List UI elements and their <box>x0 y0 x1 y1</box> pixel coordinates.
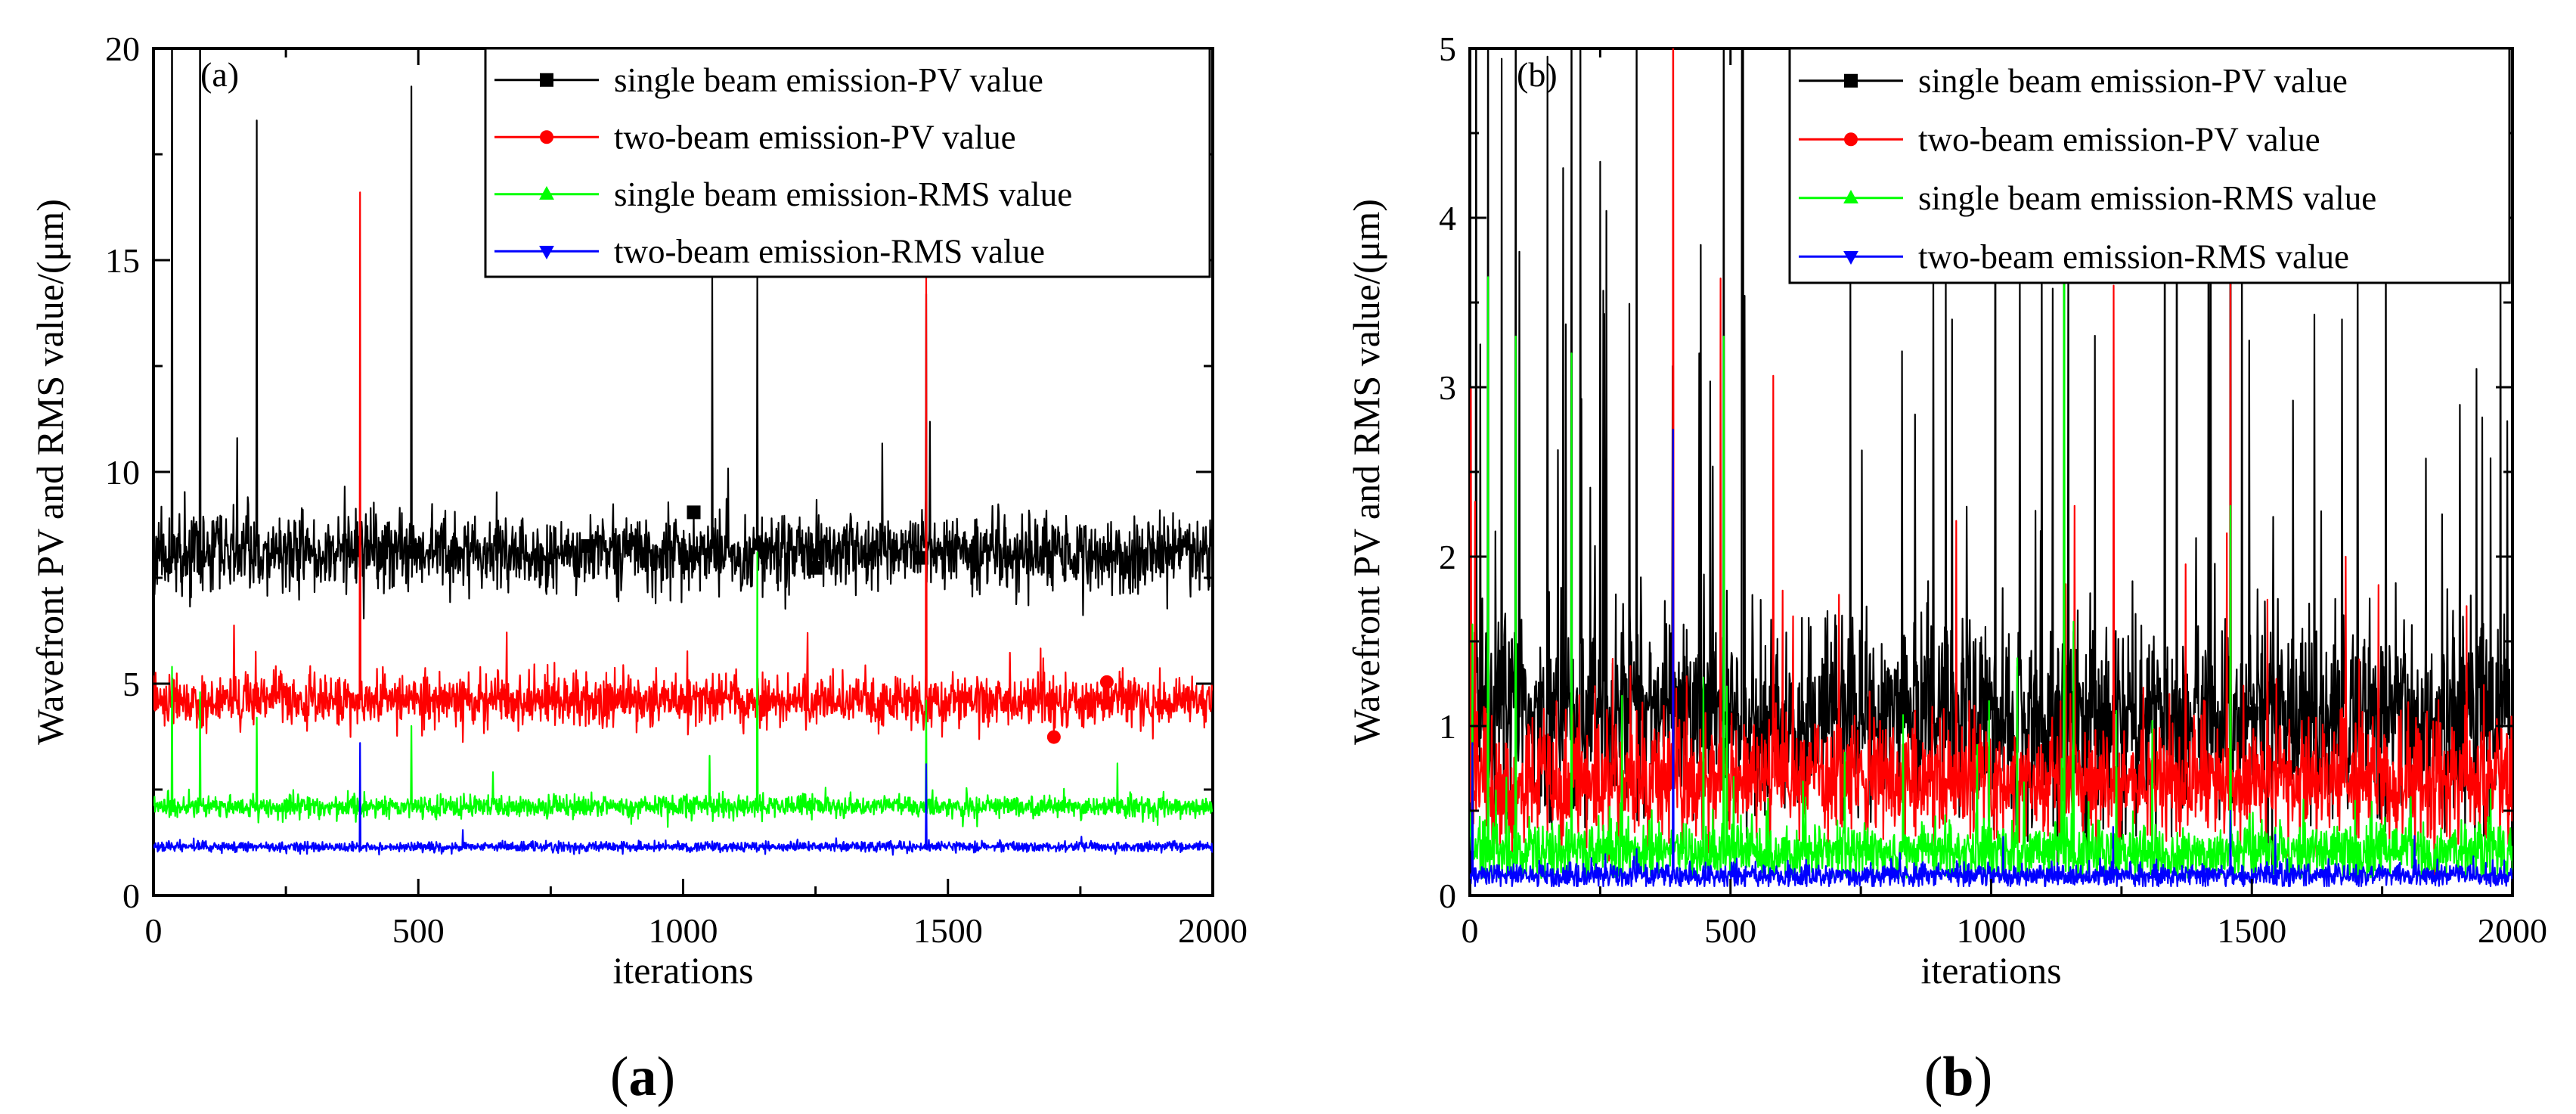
series-marker-a-1-1 <box>406 545 420 559</box>
x-tick-label-a-0: 0 <box>145 911 163 950</box>
x-tick-label-b-2: 1000 <box>1957 911 2026 950</box>
legend-marker-a-3 <box>539 185 554 200</box>
series-marker-a-1-3 <box>687 505 701 520</box>
series-line-a-3 <box>153 551 1213 828</box>
legend-label-b-3: single beam emission-RMS value <box>1918 179 2376 217</box>
x-axis-title-a: iterations <box>612 949 753 991</box>
legend-marker-b-2 <box>1844 132 1858 147</box>
series-marker-b-2-1 <box>1470 789 1477 803</box>
legend-marker-a-4 <box>539 246 554 260</box>
legend-label-a-4: two-beam emission-RMS value <box>614 232 1045 270</box>
legend-marker-a-1 <box>540 73 553 87</box>
y-tick-label-a-0: 0 <box>122 877 140 915</box>
panel-tag-a: (a) <box>200 55 239 94</box>
legend-box-b <box>1788 47 2511 284</box>
legend-label-b-4: two-beam emission-RMS value <box>1918 237 2349 275</box>
series-line-a-4 <box>153 742 1213 856</box>
y-tick-label-a-4: 20 <box>105 29 140 68</box>
legend-label-a-1: single beam emission-PV value <box>614 61 1043 99</box>
x-tick-label-b-3: 1500 <box>2217 911 2286 950</box>
legend-a: single beam emission-PV value two-beam em… <box>484 47 1211 278</box>
series-line-b-4 <box>1470 428 2512 888</box>
plot-area-b <box>1470 48 2512 888</box>
x-tick-label-b-1: 500 <box>1704 911 1756 950</box>
panel-tag-b: (b) <box>1517 55 1558 94</box>
legend-label-b-1: single beam emission-PV value <box>1918 62 2348 100</box>
y-tick-label-a-3: 15 <box>105 241 140 280</box>
caption-b: (b) <box>1924 1046 1992 1108</box>
y-tick-label-b-0: 0 <box>1439 877 1456 915</box>
y-tick-label-a-1: 5 <box>122 665 140 703</box>
legend-label-a-3: single beam emission-RMS value <box>614 175 1072 213</box>
series-marker-b-1-2 <box>1984 697 1998 711</box>
legend-b: single beam emission-PV value two-beam em… <box>1788 47 2511 284</box>
x-tick-label-b-4: 2000 <box>2478 911 2547 950</box>
series-marker-a-1-5 <box>914 551 928 565</box>
series-marker-a-1-2 <box>581 538 595 553</box>
series-line-b-2 <box>1470 48 2512 877</box>
legend-label-a-2: two-beam emission-PV value <box>614 118 1016 156</box>
caption-letter-a: a <box>629 1046 657 1108</box>
y-tick-label-b-4: 4 <box>1439 199 1456 237</box>
y-tick-label-b-5: 5 <box>1439 29 1456 68</box>
x-tick-label-a-3: 1500 <box>913 911 983 950</box>
legend-marker-b-4 <box>1843 251 1858 265</box>
legend-marker-b-3 <box>1843 189 1858 203</box>
y-tick-label-b-2: 2 <box>1439 538 1456 576</box>
caption-letter-b: b <box>1942 1046 1973 1108</box>
legend-box-a <box>484 47 1211 278</box>
y-tick-label-b-3: 3 <box>1439 368 1456 407</box>
y-tick-label-b-1: 1 <box>1439 707 1456 746</box>
x-tick-label-a-1: 500 <box>392 911 445 950</box>
chart-panel-b: 0 500 1000 1500 2000 0 1 2 3 4 5 (b) iterations Wa… <box>1345 29 2547 1108</box>
y-axis-title-a: Wavefront PV and RMS value/(μm) <box>29 199 71 745</box>
x-tick-label-a-4: 2000 <box>1178 911 1248 950</box>
plot-area-a <box>153 48 1213 856</box>
x-axis-title-b: iterations <box>1920 949 2061 991</box>
series-marker-b-1-3 <box>2245 706 2259 721</box>
series-marker-a-2-1 <box>1046 730 1061 744</box>
x-tick-label-b-0: 0 <box>1462 911 1479 950</box>
series-marker-a-2-2 <box>1099 675 1114 689</box>
legend-marker-b-1 <box>1844 73 1858 88</box>
series-line-a-2 <box>153 191 1213 743</box>
caption-a: (a) <box>610 1046 675 1108</box>
x-tick-label-a-2: 1000 <box>649 911 718 950</box>
series-marker-a-1-4 <box>808 560 823 575</box>
series-line-a-1 <box>153 48 1213 619</box>
axes-a: 0 500 1000 1500 2000 0 5 10 15 20 <box>105 29 1248 950</box>
series-line-b-3 <box>1470 48 2512 880</box>
series-marker-b-1-1 <box>1723 711 1737 725</box>
y-tick-label-a-2: 10 <box>105 453 140 492</box>
legend-marker-a-2 <box>540 130 553 144</box>
y-axis-title-b: Wavefront PV and RMS value/(μm) <box>1345 199 1387 745</box>
legend-label-b-2: two-beam emission-PV value <box>1918 120 2320 158</box>
